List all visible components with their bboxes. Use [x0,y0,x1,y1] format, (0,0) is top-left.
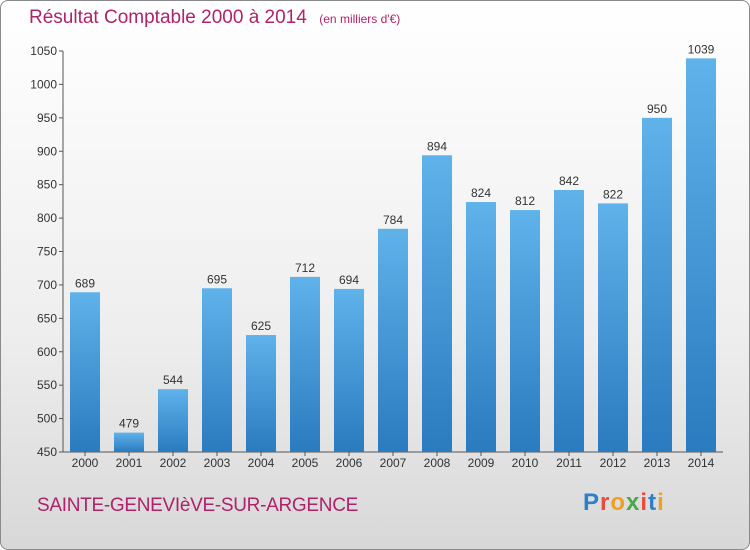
data-label: 695 [207,272,227,286]
logo-letter: o [610,489,627,516]
data-label: 694 [339,273,359,287]
x-tick-label: 2012 [600,456,627,470]
x-tick-label: 2010 [512,456,539,470]
logo-letter: r [600,489,611,516]
bar-2005 [290,276,320,452]
y-tick-label: 500 [37,412,57,426]
x-tick-label: 2005 [292,456,319,470]
bar-2009 [466,202,496,452]
data-label: 712 [295,261,315,275]
bar-2012 [598,203,628,452]
y-tick-label: 800 [37,211,57,225]
y-tick-label: 1000 [30,77,57,91]
bar-2007 [378,228,408,452]
data-label: 842 [559,174,579,188]
x-tick-label: 2000 [72,456,99,470]
data-label: 625 [251,319,271,333]
data-label: 894 [427,139,447,153]
data-label: 1039 [688,42,715,56]
bar-2000 [70,292,100,452]
y-tick-label: 650 [37,311,57,325]
y-tick-label: 750 [37,245,57,259]
data-label: 812 [515,194,535,208]
y-tick-label: 1050 [30,44,57,58]
data-label: 479 [119,417,139,431]
bar-2011 [554,190,584,452]
y-tick-label: 900 [37,144,57,158]
data-label: 950 [647,102,667,116]
bar-2010 [510,210,540,452]
chart-header: Résultat Comptable 2000 à 2014 (en milli… [29,7,400,29]
y-tick-label: 600 [37,345,57,359]
bar-2013 [642,117,672,452]
bar-2002 [158,389,188,452]
data-label: 784 [383,213,403,227]
x-tick-label: 2008 [424,456,451,470]
x-tick-label: 2007 [380,456,407,470]
x-tick-label: 2001 [116,456,143,470]
logo-letter: t [648,489,658,516]
bar-2003 [202,288,232,452]
chart-unit: (en milliers d'€) [319,12,401,26]
y-tick-label: 850 [37,178,57,192]
x-tick-label: 2003 [204,456,231,470]
proxiti-logo[interactable]: Proxiti [583,489,665,517]
place-name: SAINTE-GENEVIèVE-SUR-ARGENCE [37,495,358,516]
data-label: 822 [603,187,623,201]
data-label: 824 [471,186,491,200]
chart-title: Résultat Comptable 2000 à 2014 [29,7,307,28]
bar-2004 [246,335,276,452]
data-label: 689 [75,276,95,290]
bar-2008 [422,155,452,452]
y-tick-label: 700 [37,278,57,292]
logo-letter: i [640,489,649,516]
x-tick-label: 2013 [644,456,671,470]
logo-letter: x [626,489,641,516]
y-tick-label: 950 [37,111,57,125]
logo-letter: P [583,489,601,516]
bar-2006 [334,288,364,452]
x-tick-label: 2011 [556,456,582,470]
x-tick-label: 2014 [688,456,715,470]
bar-2001 [114,432,144,452]
y-tick-label: 550 [37,378,57,392]
x-tick-label: 2004 [248,456,275,470]
logo-letter: i [657,489,665,516]
x-tick-label: 2009 [468,456,495,470]
bar-2014 [686,58,716,453]
x-tick-label: 2006 [336,456,363,470]
x-tick-label: 2002 [160,456,187,470]
y-tick-label: 450 [37,445,57,459]
data-label: 544 [163,373,183,387]
